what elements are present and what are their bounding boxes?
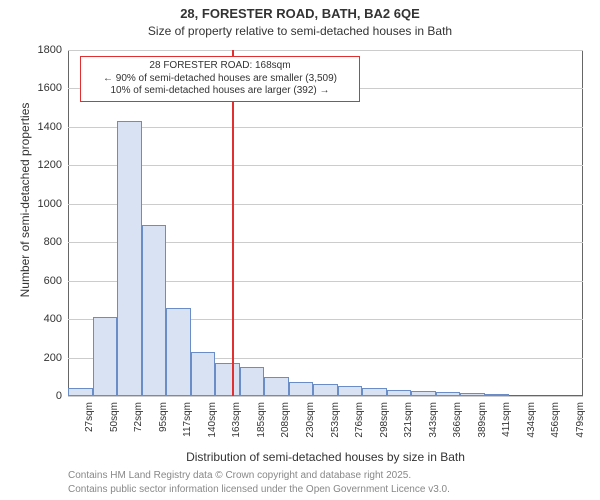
x-tick-label: 27sqm (84, 402, 95, 448)
histogram-bar (460, 393, 485, 396)
x-tick-label: 389sqm (477, 402, 488, 448)
histogram-bar (240, 367, 265, 396)
y-tick-label: 1800 (0, 44, 62, 56)
x-tick-label: 163sqm (231, 402, 242, 448)
x-tick-label: 185sqm (256, 402, 267, 448)
footer-line-1: Contains HM Land Registry data © Crown c… (68, 470, 411, 481)
x-tick-label: 366sqm (452, 402, 463, 448)
x-tick-label: 276sqm (354, 402, 365, 448)
y-tick-label: 1200 (0, 159, 62, 171)
info-box-line: 28 FORESTER ROAD: 168sqm (85, 60, 355, 73)
property-info-box: 28 FORESTER ROAD: 168sqm← 90% of semi-de… (80, 56, 360, 102)
histogram-bar (289, 382, 314, 396)
histogram-bar (93, 317, 118, 396)
x-tick-label: 434sqm (526, 402, 537, 448)
histogram-bar (387, 390, 412, 396)
y-gridline (68, 396, 583, 397)
histogram-bar (166, 308, 191, 396)
histogram-bar (68, 388, 93, 396)
histogram-bar (436, 392, 461, 396)
x-tick-label: 298sqm (379, 402, 390, 448)
info-box-line: ← 90% of semi-detached houses are smalle… (85, 73, 355, 86)
x-tick-label: 230sqm (305, 402, 316, 448)
x-tick-label: 456sqm (550, 402, 561, 448)
y-gridline (68, 50, 583, 51)
x-tick-label: 411sqm (501, 402, 512, 448)
y-tick-label: 400 (0, 313, 62, 325)
x-tick-label: 253sqm (330, 402, 341, 448)
x-tick-label: 117sqm (182, 402, 193, 448)
y-tick-label: 1600 (0, 82, 62, 94)
histogram-bar (264, 377, 289, 396)
y-gridline (68, 204, 583, 205)
y-gridline (68, 127, 583, 128)
histogram-bar (215, 363, 240, 396)
y-tick-label: 600 (0, 275, 62, 287)
x-tick-label: 95sqm (158, 402, 169, 448)
histogram-bar (338, 386, 363, 396)
histogram-bar (191, 352, 216, 396)
y-tick-label: 200 (0, 352, 62, 364)
x-tick-label: 140sqm (207, 402, 218, 448)
info-box-line: 10% of semi-detached houses are larger (… (85, 85, 355, 98)
y-tick-label: 1000 (0, 198, 62, 210)
y-tick-label: 0 (0, 390, 62, 402)
x-tick-label: 343sqm (428, 402, 439, 448)
x-tick-label: 208sqm (280, 402, 291, 448)
histogram-bar (117, 121, 142, 396)
histogram-bar (142, 225, 167, 396)
x-tick-label: 72sqm (133, 402, 144, 448)
x-tick-label: 479sqm (575, 402, 586, 448)
histogram-bar (362, 388, 387, 396)
chart-container: 28, FORESTER ROAD, BATH, BA2 6QE Size of… (0, 0, 600, 500)
chart-title-line2: Size of property relative to semi-detach… (0, 24, 600, 38)
y-tick-label: 800 (0, 236, 62, 248)
x-tick-label: 321sqm (403, 402, 414, 448)
footer-line-2: Contains public sector information licen… (68, 484, 450, 495)
histogram-bar (313, 384, 338, 396)
y-gridline (68, 165, 583, 166)
x-tick-label: 50sqm (109, 402, 120, 448)
y-tick-label: 1400 (0, 121, 62, 133)
x-axis-label: Distribution of semi-detached houses by … (68, 450, 583, 464)
histogram-bar (485, 394, 510, 396)
chart-title-line1: 28, FORESTER ROAD, BATH, BA2 6QE (0, 6, 600, 21)
property-marker-line (232, 50, 234, 396)
histogram-bar (411, 391, 436, 396)
